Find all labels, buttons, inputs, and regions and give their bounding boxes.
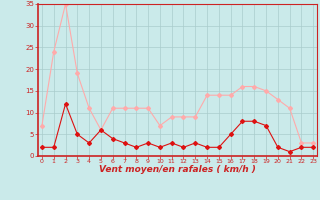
X-axis label: Vent moyen/en rafales ( km/h ): Vent moyen/en rafales ( km/h ) xyxy=(99,165,256,174)
